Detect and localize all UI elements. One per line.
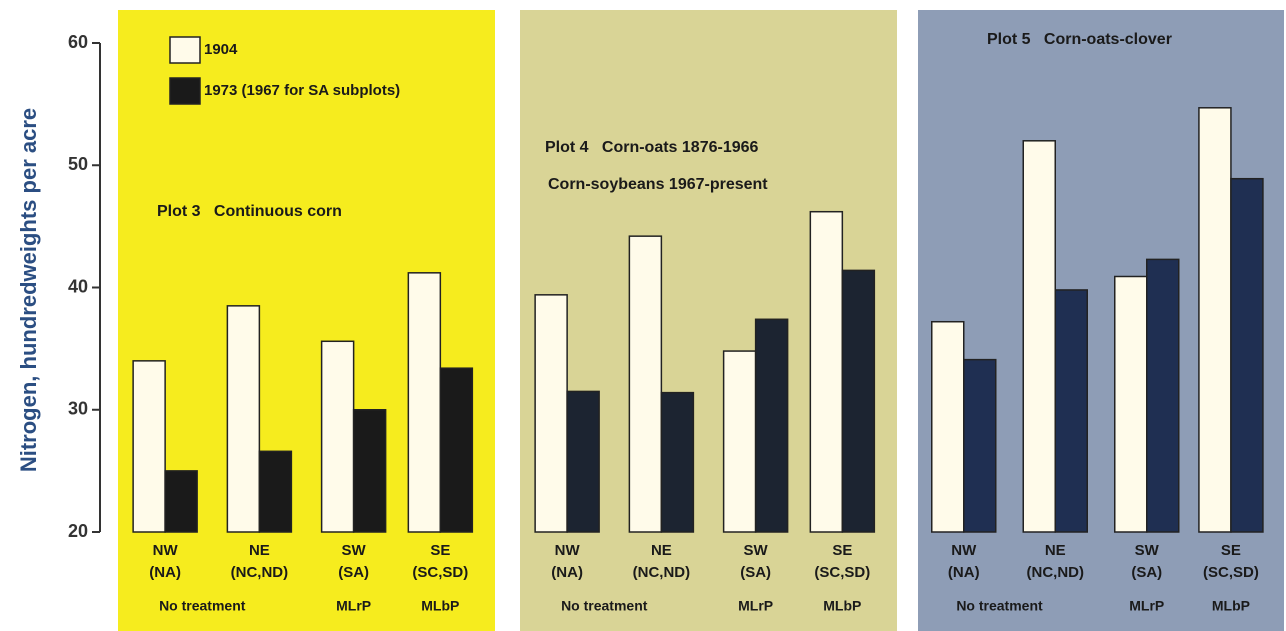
- bar: [352, 409, 387, 533]
- x-tick-label: SE: [430, 542, 450, 559]
- x-tick-sublabel: (SC,SD): [1203, 564, 1259, 581]
- x-tick-label: NW: [951, 542, 977, 559]
- panel-title: Plot 3 Continuous corn: [157, 203, 342, 220]
- treatment-label: MLbP: [823, 598, 861, 614]
- x-tick-label: SW: [342, 542, 367, 559]
- x-tick-sublabel: (NC,ND): [231, 564, 289, 581]
- bar: [1054, 289, 1088, 533]
- x-tick-label: SE: [1221, 542, 1241, 559]
- bar: [1146, 258, 1180, 533]
- bar: [931, 320, 965, 533]
- bar: [809, 210, 844, 533]
- bar: [407, 272, 442, 533]
- x-tick-sublabel: (SA): [740, 564, 771, 581]
- bar: [258, 450, 293, 533]
- x-tick-label: NE: [249, 542, 270, 559]
- treatment-label: MLrP: [738, 598, 773, 614]
- y-tick-label: 50: [68, 154, 88, 174]
- panel-title: Corn-soybeans 1967-present: [548, 176, 768, 193]
- bar: [439, 367, 474, 533]
- x-tick-sublabel: (SA): [338, 564, 369, 581]
- bar: [132, 360, 166, 533]
- bar: [1198, 107, 1232, 533]
- bar: [226, 305, 261, 533]
- treatment-label: MLrP: [336, 598, 371, 614]
- bar: [1022, 140, 1056, 533]
- x-tick-label: NE: [1045, 542, 1066, 559]
- bar: [164, 470, 198, 533]
- x-tick-label: NW: [153, 542, 179, 559]
- treatment-label: MLrP: [1129, 598, 1164, 614]
- legend-label: 1973 (1967 for SA subplots): [204, 82, 400, 99]
- bar: [660, 391, 695, 533]
- x-tick-label: SW: [1135, 542, 1160, 559]
- x-tick-sublabel: (SC,SD): [814, 564, 870, 581]
- treatment-label: MLbP: [1212, 598, 1250, 614]
- x-tick-sublabel: (NA): [149, 564, 181, 581]
- x-tick-sublabel: (NC,ND): [633, 564, 691, 581]
- bar: [722, 350, 757, 533]
- bar: [534, 294, 568, 533]
- x-tick-label: SE: [832, 542, 852, 559]
- bar: [628, 235, 663, 533]
- y-tick-label: 60: [68, 32, 88, 52]
- bar: [1230, 177, 1264, 533]
- legend-label: 1904: [204, 41, 238, 58]
- bar: [1114, 275, 1148, 533]
- treatment-label: No treatment: [561, 598, 648, 614]
- panel-title: Plot 5 Corn-oats-clover: [987, 31, 1172, 48]
- treatment-label: MLbP: [421, 598, 459, 614]
- x-tick-sublabel: (SC,SD): [412, 564, 468, 581]
- bar: [841, 269, 876, 533]
- x-tick-sublabel: (NC,ND): [1027, 564, 1085, 581]
- y-tick-label: 30: [68, 399, 88, 419]
- bar: [754, 318, 789, 533]
- x-tick-label: NE: [651, 542, 672, 559]
- x-tick-sublabel: (SA): [1131, 564, 1162, 581]
- y-tick-label: 40: [68, 276, 88, 296]
- y-tick-label: 20: [68, 521, 88, 541]
- y-axis-label: Nitrogen, hundredweights per acre: [16, 108, 41, 472]
- x-tick-sublabel: (NA): [948, 564, 980, 581]
- x-tick-label: NW: [555, 542, 581, 559]
- bar: [566, 390, 600, 533]
- legend-swatch: [169, 36, 201, 64]
- legend-swatch: [169, 77, 201, 105]
- bar: [320, 340, 355, 533]
- bar: [963, 358, 997, 533]
- treatment-label: No treatment: [159, 598, 246, 614]
- panel-title: Plot 4 Corn-oats 1876-1966: [545, 139, 759, 156]
- treatment-label: No treatment: [956, 598, 1043, 614]
- x-tick-label: SW: [744, 542, 769, 559]
- x-tick-sublabel: (NA): [551, 564, 583, 581]
